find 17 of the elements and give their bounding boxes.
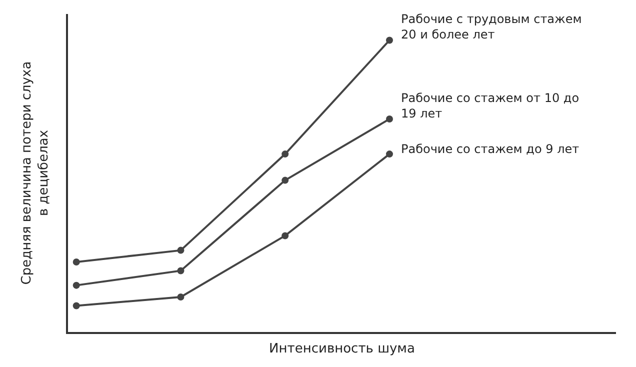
point [72,282,80,289]
point [177,246,184,254]
series-label: Рабочие с трудовым стажем 20 и более лет [401,12,582,42]
x-axis-title: Интенсивность шума [269,342,415,357]
point [177,267,184,274]
point [282,232,289,240]
point [177,293,184,300]
y-axis-title: Средняя величина потери слуха в децибелах [20,61,52,285]
point [282,150,289,158]
point [386,36,393,44]
point [72,258,80,266]
point [386,150,393,158]
point [386,116,393,123]
series-label: Рабочие со стажем от 10 до 19 лет [401,91,580,121]
point [282,176,289,184]
series-label: Рабочие со стажем до 9 лет [401,142,580,156]
point [72,302,80,310]
